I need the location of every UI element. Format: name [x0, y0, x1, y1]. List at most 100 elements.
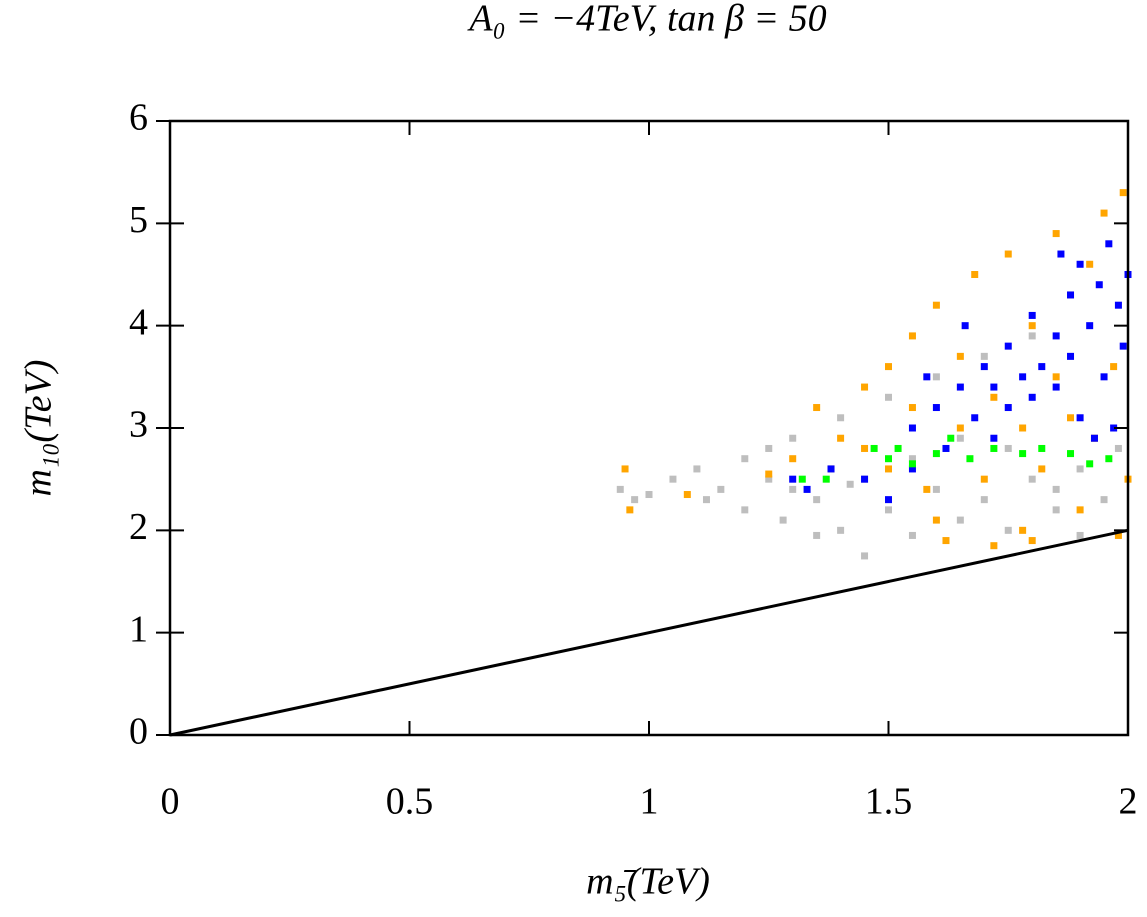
point: [1004, 342, 1012, 350]
point: [1038, 465, 1046, 473]
point: [885, 465, 892, 473]
point: [789, 485, 797, 493]
point: [1057, 250, 1065, 258]
point: [741, 506, 749, 514]
point: [1076, 260, 1084, 268]
point: [1086, 460, 1094, 468]
point: [908, 455, 916, 463]
point: [932, 373, 940, 381]
x-tick-label: 1.5: [865, 781, 913, 823]
point: [789, 455, 797, 463]
point: [702, 496, 710, 504]
point: [1004, 404, 1012, 412]
point: [1076, 506, 1084, 514]
point: [765, 475, 773, 483]
point: [616, 485, 624, 493]
point: [1105, 240, 1113, 248]
point: [861, 552, 869, 560]
point: [932, 301, 940, 309]
point: [1086, 322, 1094, 330]
point: [1052, 506, 1060, 514]
point: [837, 434, 845, 442]
point: [846, 480, 854, 488]
point: [885, 393, 892, 401]
point: [885, 506, 892, 514]
y-tick-label: 3: [129, 404, 148, 446]
point: [621, 465, 629, 473]
point: [717, 485, 725, 493]
point: [1019, 424, 1027, 432]
y-tick-label: 2: [129, 506, 148, 548]
point: [1038, 363, 1046, 371]
point: [980, 352, 988, 360]
point: [1052, 373, 1060, 381]
point: [1114, 444, 1122, 452]
point: [990, 434, 998, 442]
point: [956, 516, 964, 524]
point: [1004, 250, 1012, 258]
point: [683, 491, 691, 499]
point: [1095, 281, 1103, 289]
point: [837, 526, 845, 534]
point: [932, 516, 940, 524]
point: [789, 475, 797, 483]
point: [1028, 537, 1036, 545]
point: [1038, 444, 1046, 452]
x-tick-label: 0: [161, 781, 180, 823]
point: [990, 393, 998, 401]
point: [1105, 455, 1113, 463]
point: [908, 465, 916, 473]
point: [1076, 531, 1084, 539]
x-tick-label: 1: [640, 781, 659, 823]
point: [1076, 414, 1084, 422]
point: [1028, 332, 1036, 340]
point: [908, 424, 916, 432]
point: [1114, 531, 1122, 539]
point: [908, 404, 916, 412]
point: [765, 444, 773, 452]
point: [1067, 352, 1075, 360]
y-tick-label: 0: [129, 711, 148, 753]
x-axis-label: m₅̄(TeV): [586, 861, 710, 903]
point: [1076, 465, 1084, 473]
chart-title: A₀ = −4TeV, tan β = 50: [466, 0, 826, 40]
point: [693, 465, 701, 473]
point: [765, 470, 773, 478]
point: [645, 491, 653, 499]
point: [870, 444, 878, 452]
point: [956, 383, 964, 391]
point: [1052, 230, 1060, 238]
point: [1110, 424, 1118, 432]
point: [942, 444, 950, 452]
y-tick-label: 1: [129, 608, 148, 650]
point: [822, 475, 830, 483]
y-axis-label: m₁₀(TeV): [18, 360, 60, 497]
point: [861, 444, 869, 452]
point: [1028, 393, 1036, 401]
point: [837, 414, 845, 422]
y-tick-label: 4: [129, 301, 148, 343]
point: [908, 531, 916, 539]
point: [626, 506, 634, 514]
point: [885, 363, 892, 371]
point: [861, 475, 869, 483]
point: [990, 542, 998, 550]
point: [1019, 450, 1027, 458]
point: [813, 496, 821, 504]
point: [956, 352, 964, 360]
point: [894, 444, 902, 452]
point: [631, 496, 639, 504]
point: [1067, 291, 1075, 299]
point: [932, 404, 940, 412]
point: [980, 475, 988, 483]
point: [990, 383, 998, 391]
plot-frame: [168, 119, 1130, 737]
point: [803, 485, 811, 493]
point: [885, 455, 892, 463]
point: [1119, 189, 1127, 197]
point: [947, 434, 955, 442]
point: [1067, 450, 1075, 458]
point: [971, 271, 979, 278]
point: [1019, 373, 1027, 381]
